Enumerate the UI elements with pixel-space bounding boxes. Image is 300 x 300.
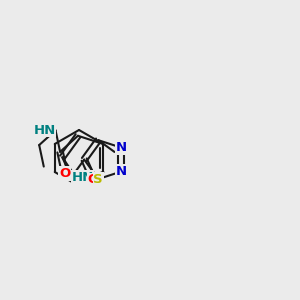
Text: S: S [73, 174, 83, 187]
Text: HN: HN [33, 124, 56, 137]
Text: HN: HN [71, 171, 94, 184]
Text: S: S [94, 172, 103, 185]
Text: O: O [88, 173, 99, 186]
Text: N: N [116, 141, 127, 154]
Text: N: N [116, 165, 127, 178]
Text: O: O [59, 167, 70, 180]
